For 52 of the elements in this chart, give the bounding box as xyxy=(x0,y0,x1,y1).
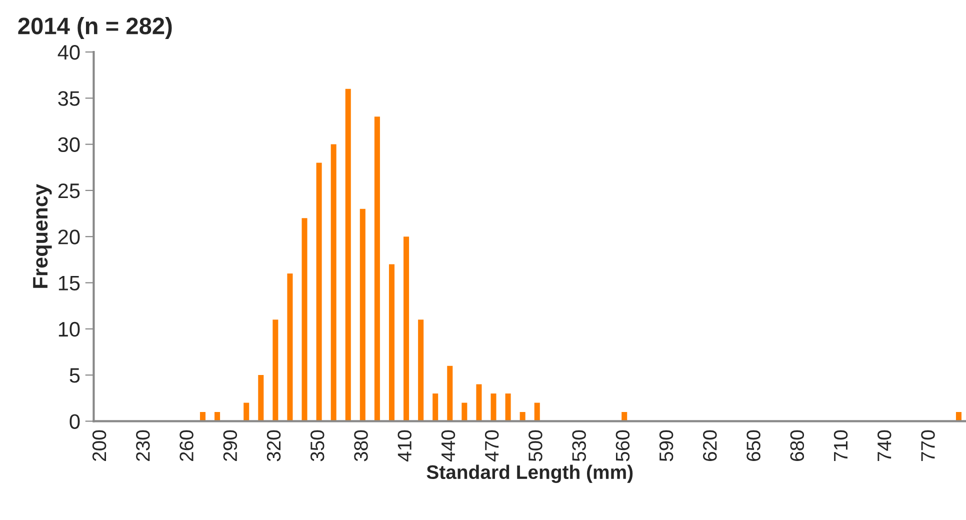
x-tick-label: 380 xyxy=(354,430,368,462)
y-tick-label: 35 xyxy=(58,91,80,106)
bar xyxy=(505,394,511,422)
bar xyxy=(345,88,351,422)
x-tick-label: 710 xyxy=(834,430,848,461)
bar xyxy=(404,236,410,422)
bar xyxy=(447,366,453,422)
x-tick-label: 260 xyxy=(180,430,194,461)
bar xyxy=(244,402,250,422)
bar xyxy=(272,320,278,422)
x-tick-label: 350 xyxy=(310,430,324,462)
x-tick-label: 410 xyxy=(398,430,412,462)
x-tick-label: 320 xyxy=(266,430,281,462)
bar xyxy=(388,264,394,422)
x-tick-label: 230 xyxy=(136,430,150,461)
x-tick-label: 740 xyxy=(877,430,892,461)
bar xyxy=(330,144,336,422)
y-tick-label: 30 xyxy=(58,137,80,152)
bar xyxy=(374,116,380,422)
x-tick-label: 470 xyxy=(484,430,499,462)
x-tick-label: 530 xyxy=(572,430,586,462)
bar xyxy=(534,402,540,422)
x-axis-title: Standard Length (mm) xyxy=(426,464,633,483)
y-tick-label: 25 xyxy=(58,183,80,198)
x-tick-label: 290 xyxy=(223,430,238,461)
bar xyxy=(476,384,482,422)
x-tick-label: 590 xyxy=(659,430,674,462)
x-tick-label: 440 xyxy=(441,430,456,462)
x-tick-label: 560 xyxy=(616,430,630,462)
chart-title: 2014 (n = 282) xyxy=(18,16,172,39)
bar xyxy=(360,208,366,422)
y-tick-label: 10 xyxy=(58,322,80,337)
y-tick-label: 40 xyxy=(58,45,80,60)
y-tick-label: 15 xyxy=(58,276,80,291)
x-tick-label: 680 xyxy=(790,430,804,461)
bar xyxy=(302,218,308,422)
bar xyxy=(462,402,468,422)
bar xyxy=(490,394,496,422)
bar xyxy=(316,162,322,422)
y-tick-label: 5 xyxy=(70,368,80,383)
x-tick-label: 200 xyxy=(92,430,106,461)
x-tick-label: 620 xyxy=(703,430,717,461)
y-tick-label: 20 xyxy=(58,230,80,244)
y-tick-label: 0 xyxy=(70,414,80,429)
x-tick-label: 650 xyxy=(746,430,760,461)
x-tick-label: 770 xyxy=(921,430,935,461)
bar xyxy=(258,375,264,422)
bar xyxy=(418,320,424,422)
x-tick-label: 500 xyxy=(528,430,542,462)
y-axis-title: Frequency xyxy=(33,184,52,288)
bar xyxy=(432,394,438,422)
bar xyxy=(287,274,293,422)
